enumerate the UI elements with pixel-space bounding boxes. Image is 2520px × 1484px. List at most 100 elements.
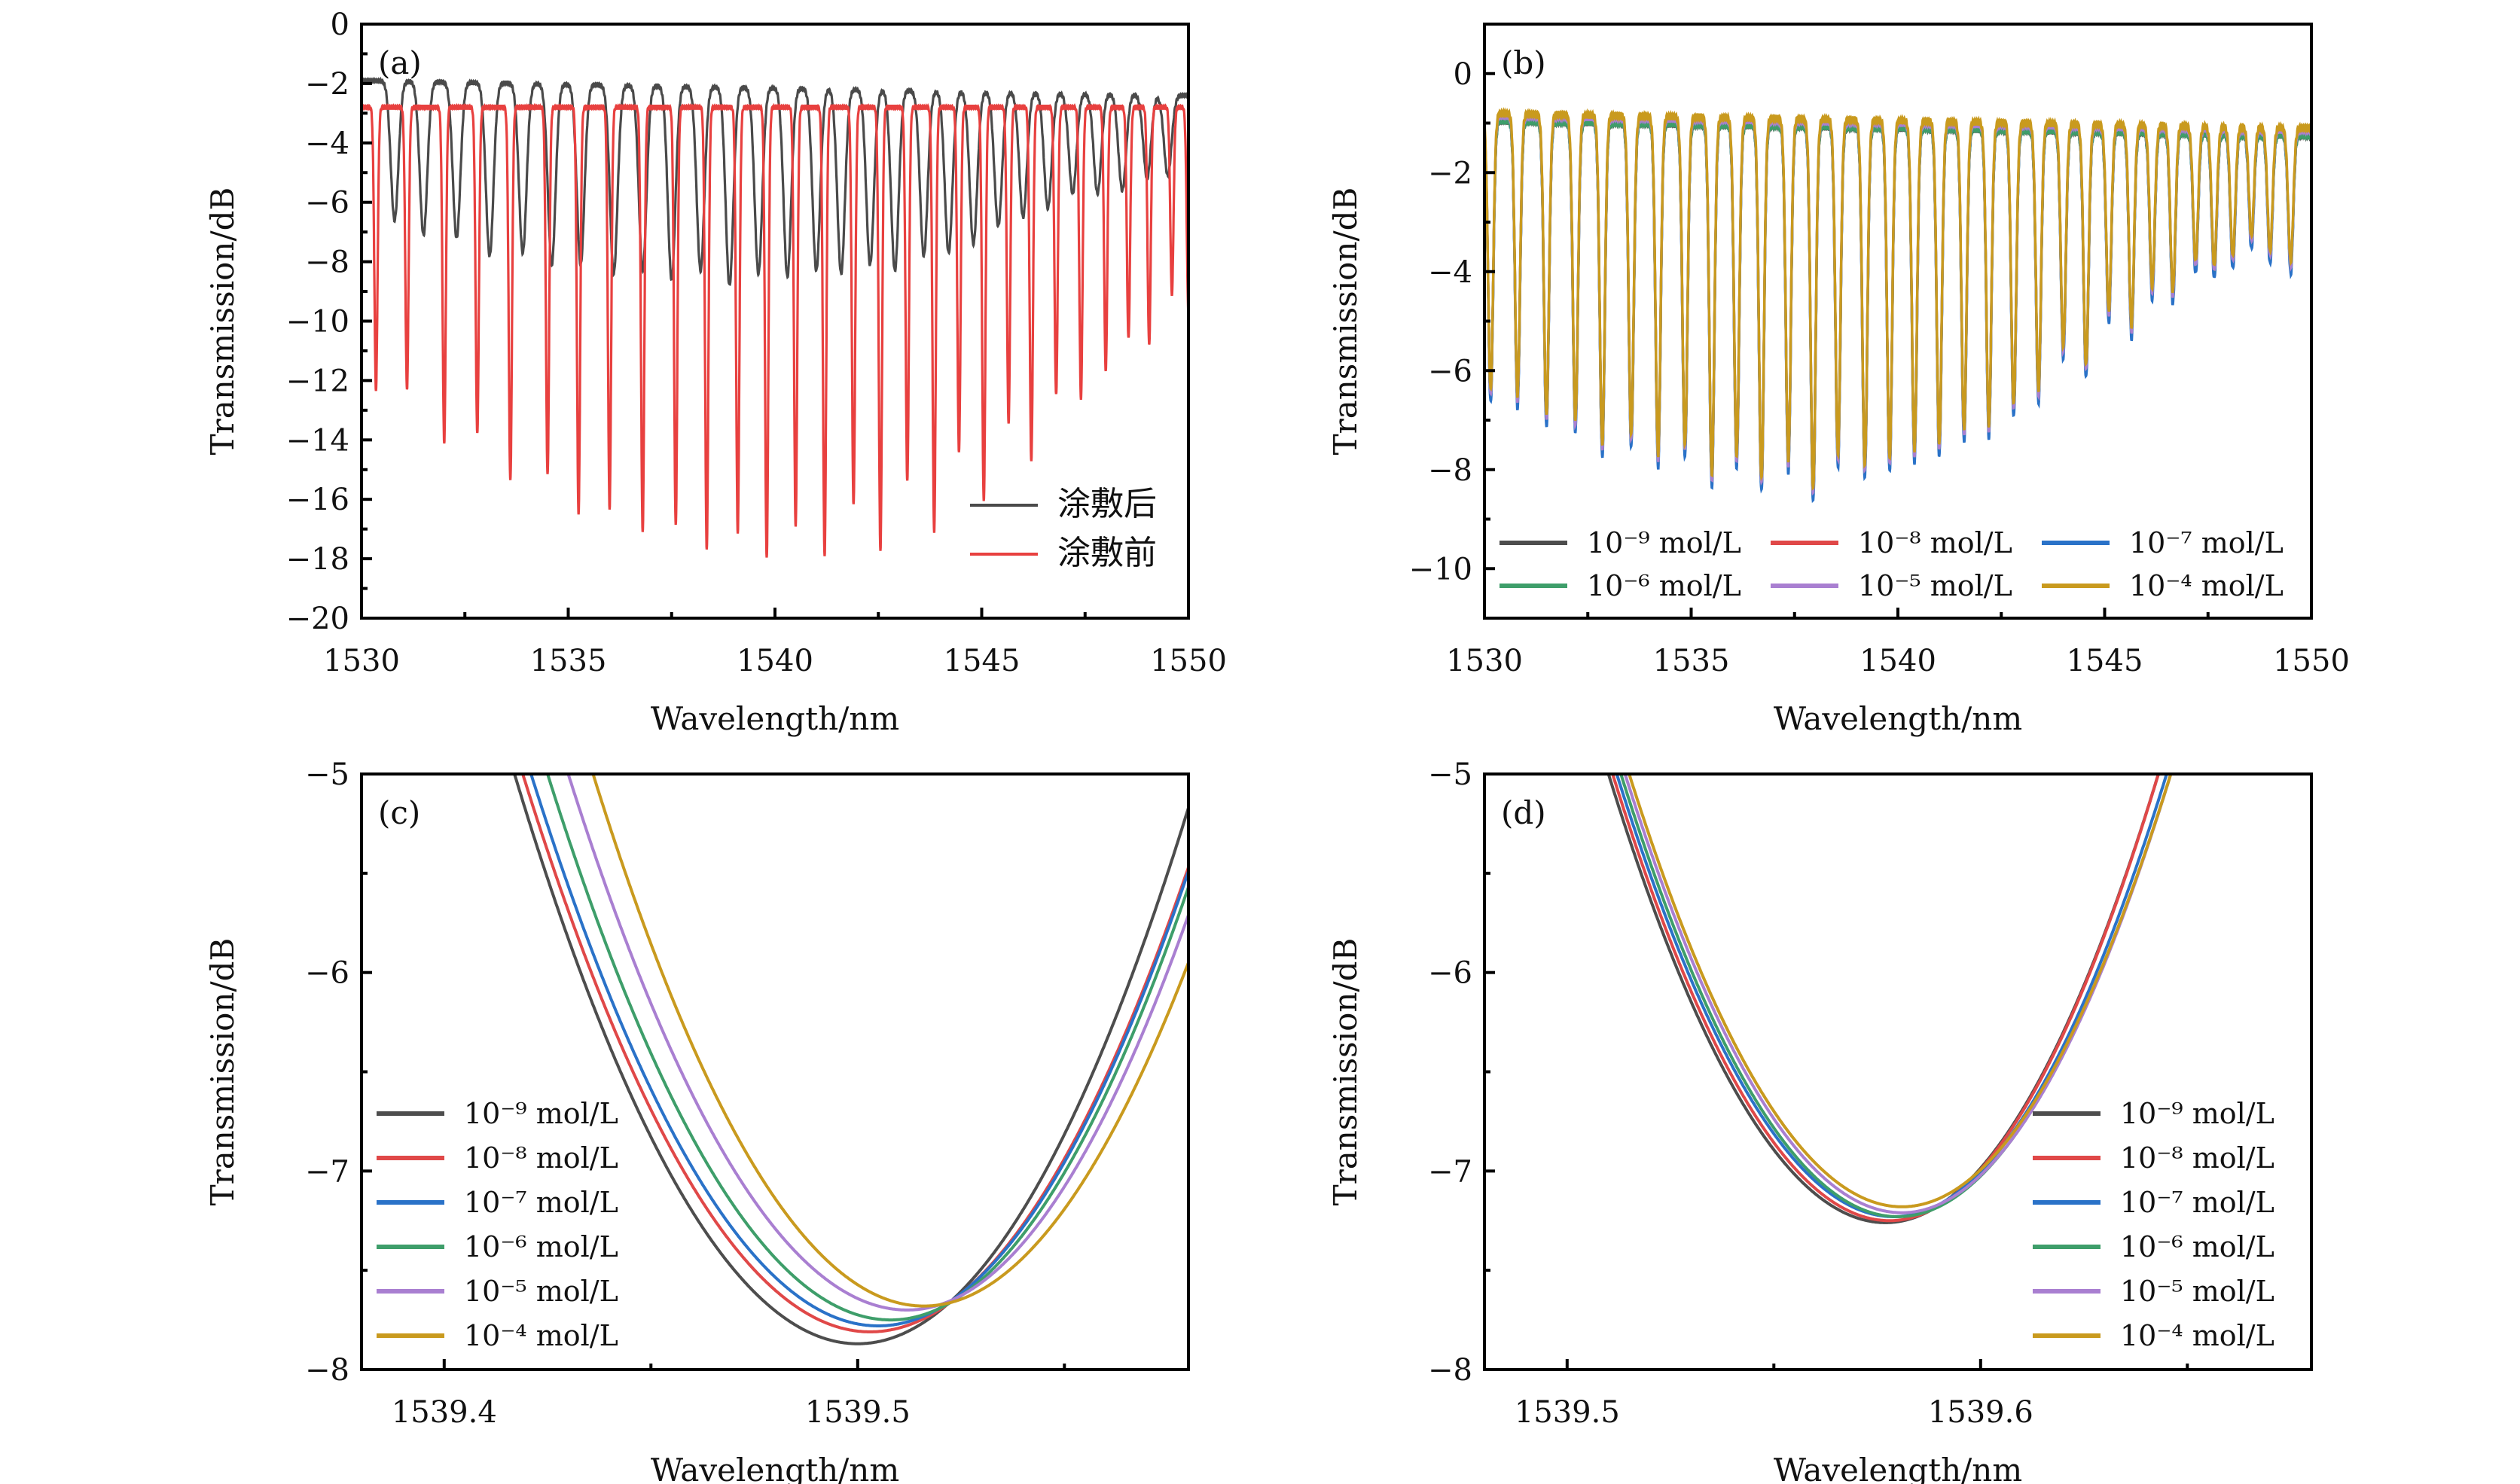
y-tick-label: −2 bbox=[1428, 156, 1472, 190]
panel-label: (b) bbox=[1501, 44, 1546, 81]
y-tick-label: −10 bbox=[1409, 552, 1472, 587]
x-tick-label: 1539.4 bbox=[392, 1395, 497, 1430]
panel-label: (c) bbox=[378, 794, 420, 831]
series-line-c8 bbox=[1611, 774, 2160, 1223]
legend-label: 10⁻⁶ mol/L bbox=[1587, 569, 1741, 602]
x-tick-label: 1539.6 bbox=[1928, 1395, 2033, 1430]
y-tick-label: −6 bbox=[1428, 956, 1472, 991]
y-tick-label: −8 bbox=[305, 245, 349, 280]
y-tick-label: −18 bbox=[286, 542, 349, 577]
legend-label: 10⁻⁷ mol/L bbox=[2120, 1186, 2274, 1219]
legend-label: 10⁻⁴ mol/L bbox=[2129, 569, 2284, 602]
y-tick-label: −8 bbox=[1428, 453, 1472, 488]
y-tick-label: −5 bbox=[1428, 757, 1472, 792]
x-axis-label: Wavelength/nm bbox=[1774, 1452, 2022, 1484]
x-axis-label: Wavelength/nm bbox=[1774, 700, 2022, 737]
legend-label: 10⁻⁵ mol/L bbox=[1858, 569, 2012, 602]
y-axis-label: Transmission/dB bbox=[204, 187, 241, 456]
series-line-c5 bbox=[566, 774, 1188, 1312]
legend-label: 10⁻⁶ mol/L bbox=[2120, 1230, 2274, 1263]
y-tick-label: −12 bbox=[286, 364, 349, 398]
series-line-c5 bbox=[1623, 774, 2173, 1214]
series-line-c9 bbox=[513, 774, 1188, 1345]
plot-area bbox=[362, 76, 1188, 558]
series-line-c4 bbox=[591, 774, 1188, 1308]
y-tick-label: −4 bbox=[305, 126, 349, 161]
y-tick-label: −4 bbox=[1428, 255, 1472, 290]
y-tick-label: −20 bbox=[286, 602, 349, 636]
x-tick-label: 1535 bbox=[1653, 644, 1730, 678]
y-axis-label: Transmission/dB bbox=[204, 938, 241, 1206]
legend-label: 10⁻⁹ mol/L bbox=[1587, 526, 1741, 559]
series-line-c6 bbox=[1619, 774, 2173, 1218]
y-tick-label: −14 bbox=[286, 423, 349, 458]
series-line-c7 bbox=[1615, 774, 2168, 1218]
x-tick-label: 1550 bbox=[1150, 644, 1227, 678]
plot-area bbox=[513, 774, 1188, 1345]
x-tick-label: 1545 bbox=[944, 644, 1021, 678]
y-tick-label: −10 bbox=[286, 305, 349, 340]
panel-label: (a) bbox=[378, 44, 422, 81]
series-line-7 bbox=[1484, 113, 2311, 504]
y-axis-label: Transmission/dB bbox=[1327, 187, 1364, 456]
legend-label: 10⁻⁴ mol/L bbox=[464, 1319, 618, 1352]
legend-label: 10⁻⁸ mol/L bbox=[464, 1141, 618, 1175]
x-tick-label: 1539.5 bbox=[805, 1395, 911, 1430]
series-line-before-coating bbox=[362, 102, 1188, 558]
legend-label: 10⁻⁵ mol/L bbox=[464, 1275, 618, 1308]
series-line-4 bbox=[1484, 107, 2311, 491]
y-axis-label: Transmission/dB bbox=[1327, 938, 1364, 1206]
y-tick-label: 0 bbox=[1454, 57, 1472, 92]
y-tick-label: 0 bbox=[331, 8, 349, 42]
legend-label: 10⁻⁸ mol/L bbox=[1858, 526, 2012, 559]
legend: 10⁻⁹ mol/L 10⁻⁸ mol/L 10⁻⁷ mol/L 10⁻⁶ mol/L… bbox=[2033, 1097, 2274, 1352]
y-tick-label: −8 bbox=[305, 1353, 349, 1388]
x-tick-label: 1545 bbox=[2067, 644, 2143, 678]
legend: 10⁻⁹ mol/L 10⁻⁸ mol/L 10⁻⁷ mol/L 10⁻⁶ mol/L… bbox=[377, 1097, 618, 1352]
x-tick-label: 1535 bbox=[530, 644, 607, 678]
series-line-after-coating bbox=[362, 76, 1188, 286]
legend-label: 10⁻⁶ mol/L bbox=[464, 1230, 618, 1263]
x-tick-label: 1539.5 bbox=[1515, 1395, 1620, 1430]
x-tick-label: 1540 bbox=[1859, 644, 1936, 678]
y-tick-label: −6 bbox=[305, 186, 349, 221]
legend-label: 10⁻⁵ mol/L bbox=[2120, 1275, 2274, 1308]
y-tick-label: −7 bbox=[305, 1154, 349, 1189]
panel-a: 0 −2 −4 −6 −8 −10 −12 −14 −16 −18 −20 1530 1535 1540 1… bbox=[204, 8, 1227, 737]
y-tick-label: −6 bbox=[1428, 354, 1472, 389]
y-tick-label: −2 bbox=[305, 67, 349, 102]
series-line-5 bbox=[1484, 109, 2311, 496]
y-tick-label: −8 bbox=[1428, 1353, 1472, 1388]
series-line-9 bbox=[1484, 114, 2311, 496]
panel-b: 0 −2 −4 −6 −8 −10 1530 1535 1540 1545 1550 Waveleng… bbox=[1327, 23, 2350, 737]
panel-d: −5 −6 −7 −8 1539.5 1539.6 Wavelength/nm Transmi… bbox=[1327, 757, 2313, 1484]
series-line-c6 bbox=[545, 774, 1188, 1322]
legend-label: 10⁻⁴ mol/L bbox=[2120, 1319, 2274, 1352]
x-tick-label: 1530 bbox=[1446, 644, 1523, 678]
legend-label: 涂敷前 bbox=[1057, 534, 1157, 572]
series-line-8 bbox=[1484, 111, 2311, 496]
legend-label: 涂敷后 bbox=[1057, 485, 1157, 523]
legend-label: 10⁻⁷ mol/L bbox=[464, 1186, 618, 1219]
plot-area bbox=[1484, 107, 2311, 504]
plot-frame bbox=[360, 23, 1190, 620]
x-tick-label: 1540 bbox=[737, 644, 813, 678]
series-line-c7 bbox=[529, 774, 1188, 1327]
series-line-c4 bbox=[1628, 774, 2173, 1208]
x-tick-label: 1550 bbox=[2273, 644, 2350, 678]
x-tick-label: 1530 bbox=[323, 644, 400, 678]
y-tick-label: −6 bbox=[305, 956, 349, 991]
legend-label: 10⁻⁸ mol/L bbox=[2120, 1141, 2274, 1175]
panel-c: −5 −6 −7 −8 1539.4 1539.5 Wavelength/nm Transmi… bbox=[204, 757, 1190, 1484]
legend: 10⁻⁹ mol/L 10⁻⁸ mol/L 10⁻⁷ mol/L 10⁻⁶ mol/L… bbox=[1499, 526, 2284, 602]
y-tick-label: −5 bbox=[305, 757, 349, 792]
legend-label: 10⁻⁹ mol/L bbox=[2120, 1097, 2274, 1130]
panel-label: (d) bbox=[1501, 794, 1546, 831]
series-line-c8 bbox=[521, 774, 1188, 1333]
x-axis-label: Wavelength/nm bbox=[651, 1452, 899, 1484]
legend-label: 10⁻⁹ mol/L bbox=[464, 1097, 618, 1130]
y-tick-label: −7 bbox=[1428, 1154, 1472, 1189]
y-tick-label: −16 bbox=[286, 483, 349, 517]
